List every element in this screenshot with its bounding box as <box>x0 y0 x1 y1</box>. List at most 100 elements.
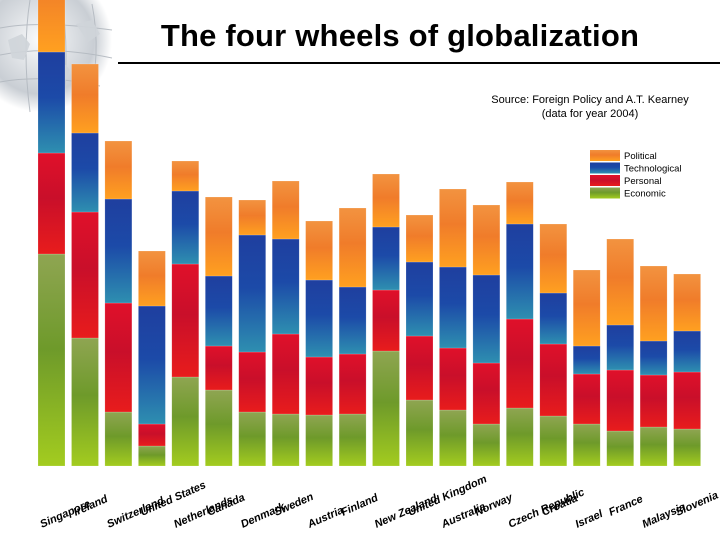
bar-finland-personal <box>338 353 367 415</box>
bar-czech-republic-political <box>506 181 534 225</box>
bar-denmark-political <box>238 199 266 236</box>
category-label-israel: Israel <box>574 508 606 531</box>
bar-france-technological <box>606 324 634 371</box>
bar-switzerland-technological <box>104 198 133 304</box>
bar-united-kingdom-technological <box>405 261 434 337</box>
bar-austria-technological <box>305 279 333 358</box>
bar-croatia-political <box>539 223 568 294</box>
source-line-2: (data for year 2004) <box>541 108 639 120</box>
bar-canada-personal <box>205 345 233 391</box>
bar-switzerland-economic <box>104 411 133 467</box>
bar-croatia-economic <box>539 415 568 467</box>
bar-finland-political <box>338 207 367 288</box>
legend-swatch-economic <box>590 187 620 199</box>
bar-israel-economic <box>572 423 601 467</box>
bar-norway-technological <box>472 274 501 364</box>
bar-new-zealand-personal <box>372 289 400 352</box>
bar-france-economic <box>606 430 634 467</box>
bar-switzerland-political <box>104 140 133 200</box>
bar-netherlands-personal <box>171 263 200 378</box>
bar-sweden-technological <box>271 238 300 335</box>
bar-new-zealand-political <box>372 173 400 228</box>
bar-singapore-personal <box>37 152 66 255</box>
category-label-finland: Finland <box>339 492 380 519</box>
bar-denmark-technological <box>238 234 266 353</box>
bar-singapore-political <box>37 0 66 53</box>
bar-ireland-personal <box>71 211 99 339</box>
bar-israel-personal <box>572 373 601 425</box>
category-label-sweden: Sweden <box>273 491 316 519</box>
bar-israel-technological <box>572 345 601 375</box>
source-note: Source: Foreign Policy and A.T. Kearney … <box>470 93 710 121</box>
category-label-norway: Norway <box>473 491 515 518</box>
legend-label-economic: Economic <box>624 189 666 200</box>
bar-denmark-economic <box>238 411 266 467</box>
legend-label-personal: Personal <box>624 176 662 187</box>
bar-canada-technological <box>205 275 233 347</box>
bar-sweden-economic <box>271 413 300 467</box>
bar-croatia-technological <box>539 292 568 345</box>
bar-norway-political <box>472 204 501 276</box>
bar-austria-economic <box>305 414 333 467</box>
bar-slovenia-personal <box>673 371 701 430</box>
bar-croatia-personal <box>539 343 568 417</box>
bar-sweden-personal <box>271 333 300 415</box>
bar-czech-republic-personal <box>506 318 534 409</box>
bar-new-zealand-economic <box>372 350 400 467</box>
bars-layer <box>37 0 701 467</box>
bar-united-kingdom-political <box>405 214 434 263</box>
legend-swatch-personal <box>590 175 620 186</box>
bar-finland-economic <box>338 413 367 467</box>
category-label-ireland: Ireland <box>72 493 110 519</box>
bar-united-states-personal <box>138 423 166 447</box>
bar-slovenia-technological <box>673 330 701 373</box>
bar-finland-technological <box>338 286 367 355</box>
bar-norway-personal <box>472 362 501 425</box>
bar-slovenia-economic <box>673 428 701 467</box>
bar-israel-political <box>572 269 601 347</box>
bar-switzerland-personal <box>104 302 133 413</box>
bar-netherlands-economic <box>171 376 200 467</box>
title-divider <box>118 62 720 64</box>
bar-malaysia-personal <box>639 374 668 428</box>
bar-canada-economic <box>205 389 233 467</box>
bar-slovenia-political <box>673 273 701 332</box>
bar-netherlands-technological <box>171 190 200 265</box>
bar-france-political <box>606 238 634 326</box>
legend-label-technological: Technological <box>624 164 682 175</box>
bar-czech-republic-technological <box>506 223 534 320</box>
bar-australia-technological <box>439 266 467 349</box>
bar-malaysia-political <box>639 265 668 342</box>
bar-australia-personal <box>439 347 467 411</box>
legend-swatch-technological <box>590 162 620 174</box>
bar-norway-economic <box>472 423 501 467</box>
bar-singapore-technological <box>37 51 66 154</box>
bar-malaysia-economic <box>639 426 668 467</box>
bar-ireland-political <box>71 63 99 134</box>
bar-united-states-economic <box>138 445 166 467</box>
bar-united-states-political <box>138 250 166 307</box>
category-label-slovenia: Slovenia <box>674 489 720 518</box>
legend-swatch-political <box>590 150 620 161</box>
bar-united-kingdom-economic <box>405 399 434 467</box>
bar-australia-political <box>439 188 467 268</box>
bar-australia-economic <box>439 409 467 467</box>
bar-united-states-technological <box>138 305 166 425</box>
chart-title: The four wheels of globalization <box>160 18 640 53</box>
bar-malaysia-technological <box>639 340 668 376</box>
bar-denmark-personal <box>238 351 266 413</box>
bar-united-kingdom-personal <box>405 335 434 401</box>
bar-singapore-economic <box>37 253 66 467</box>
legend-label-political: Political <box>624 151 657 162</box>
bar-austria-personal <box>305 356 333 416</box>
bar-czech-republic-economic <box>506 407 534 467</box>
bar-netherlands-political <box>171 160 200 192</box>
bar-canada-political <box>205 196 233 277</box>
bar-austria-political <box>305 220 333 281</box>
bar-sweden-political <box>271 180 300 240</box>
bar-france-personal <box>606 369 634 432</box>
bar-ireland-economic <box>71 337 99 467</box>
